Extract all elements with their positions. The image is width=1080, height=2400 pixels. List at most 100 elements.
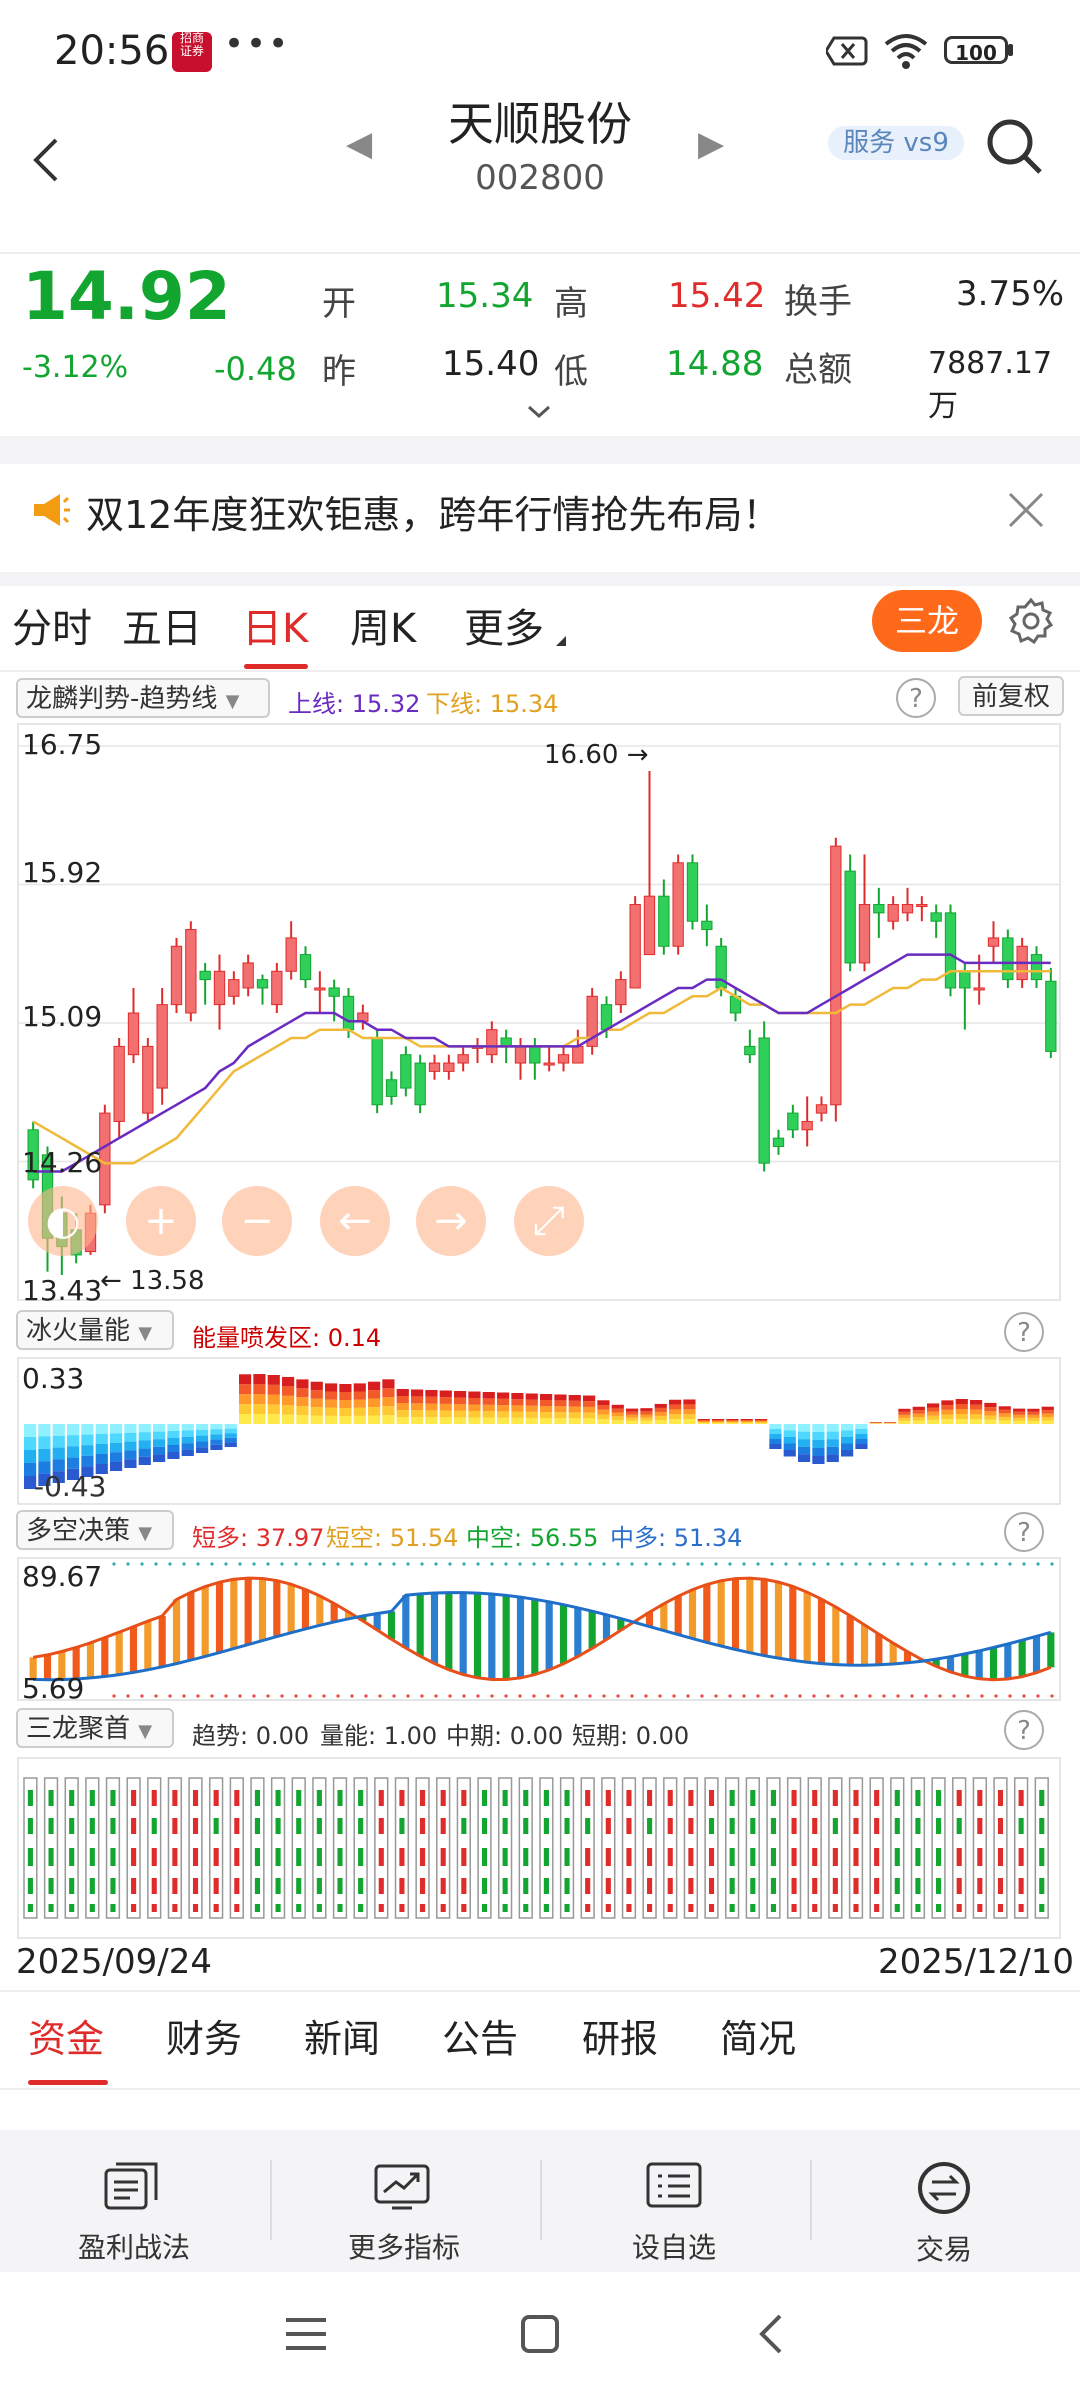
energy-bar — [497, 1398, 510, 1406]
guide-dot — [476, 1694, 480, 1698]
guide-dot — [448, 1694, 452, 1698]
help-icon[interactable]: ? — [896, 678, 936, 718]
service-badge[interactable]: 服务 vs9 — [828, 126, 964, 160]
back-nav-icon[interactable] — [756, 2312, 786, 2360]
indicators-icon[interactable] — [374, 2162, 430, 2214]
guide-dot — [504, 1562, 508, 1566]
signal-block — [440, 1818, 446, 1834]
energy-bar — [124, 1424, 137, 1433]
indicator3-select[interactable]: 三龙聚首 ▼ — [16, 1708, 174, 1748]
prev-stock-icon[interactable]: ◀ — [346, 124, 373, 164]
signal-block — [750, 1818, 756, 1834]
help-icon[interactable]: ? — [1004, 1312, 1044, 1352]
home-icon[interactable] — [520, 2314, 560, 2358]
tab-news[interactable]: 新闻 — [304, 2017, 381, 2061]
help-icon[interactable]: ? — [1004, 1512, 1044, 1552]
candle-body — [1002, 937, 1014, 981]
adjust-button[interactable]: 前复权 — [958, 676, 1064, 716]
signal-block — [956, 1878, 962, 1894]
energy-bar — [798, 1454, 811, 1462]
signal-block — [419, 1818, 426, 1834]
next-stock-icon[interactable]: ▶ — [698, 124, 725, 164]
close-icon[interactable] — [1004, 488, 1048, 536]
signal-block — [213, 1878, 219, 1894]
energy-bar — [110, 1442, 123, 1453]
ind2-short-long: 短多: 37.97 — [192, 1524, 325, 1552]
signal-block — [791, 1878, 797, 1894]
energy-bar — [439, 1390, 452, 1398]
status-time: 20:56 — [54, 28, 170, 74]
signal-block — [626, 1878, 632, 1894]
signal-block — [688, 1790, 694, 1806]
signal-block — [956, 1904, 962, 1912]
candle-body — [959, 970, 971, 989]
tab-finance[interactable]: 财务 — [166, 2017, 243, 2061]
scroll-right-button[interactable]: → — [416, 1186, 486, 1256]
search-icon[interactable] — [982, 114, 1046, 182]
signal-block — [543, 1818, 549, 1834]
tab-intraday[interactable]: 分时 — [12, 606, 92, 652]
footer-strategy-label[interactable]: 盈利战法 — [77, 2231, 190, 2264]
candle-body — [629, 904, 641, 989]
energy-bar — [654, 1407, 667, 1412]
watchlist-icon[interactable] — [646, 2162, 702, 2214]
expand-chevron-icon[interactable] — [526, 404, 552, 424]
tab-profile[interactable]: 简况 — [720, 2017, 797, 2061]
zoom-out-button[interactable]: − — [222, 1186, 292, 1256]
sanlong-signal-grid — [17, 1757, 1061, 1939]
candle-body — [428, 1062, 441, 1072]
energy-bar — [239, 1404, 252, 1415]
scroll-left-button[interactable]: ← — [320, 1186, 390, 1256]
main-indicator-select[interactable]: 龙麟判势-趋势线 ▼ — [16, 678, 270, 718]
energy-bar — [95, 1424, 108, 1434]
indicator1-select[interactable]: 冰火量能 ▼ — [16, 1310, 174, 1350]
tab-research[interactable]: 研报 — [582, 2017, 659, 2061]
guide-dot — [602, 1562, 606, 1566]
signal-block — [48, 1904, 54, 1912]
sanlong-button[interactable]: 三龙 — [872, 590, 982, 652]
footer-trade-label[interactable]: 交易 — [915, 2233, 972, 2266]
energy-bar — [310, 1398, 323, 1408]
footer-divider — [270, 2160, 272, 2240]
energy-bar — [841, 1450, 854, 1457]
energy-bar — [153, 1446, 166, 1455]
signal-block — [832, 1818, 838, 1834]
reset-chart-button[interactable]: ◐ — [28, 1186, 98, 1256]
tab-daily-k[interactable]: 日K — [242, 606, 309, 652]
guide-dot — [462, 1562, 466, 1566]
strategy-icon[interactable] — [104, 2162, 160, 2214]
footer-indicators-label[interactable]: 更多指标 — [347, 2231, 460, 2264]
energy-bar — [253, 1414, 266, 1424]
gear-icon[interactable] — [1006, 596, 1056, 650]
signal-block — [27, 1818, 33, 1834]
signal-column — [601, 1777, 616, 1919]
energy-bar — [583, 1401, 596, 1407]
energy-bar — [740, 1421, 753, 1422]
footer-watchlist-label[interactable]: 设自选 — [631, 2231, 716, 2264]
signal-column — [456, 1777, 471, 1919]
energy-bar — [396, 1403, 409, 1410]
promo-banner[interactable]: 双12年度狂欢钜惠，跨年行情抢先布局！ — [0, 464, 1080, 572]
signal-block — [316, 1790, 322, 1806]
signal-column — [64, 1777, 79, 1919]
energy-bar — [425, 1417, 438, 1424]
menu-icon[interactable] — [284, 2314, 328, 2358]
signal-column — [952, 1777, 967, 1919]
guide-dot — [140, 1562, 144, 1566]
signal-block — [337, 1904, 343, 1912]
help-icon[interactable]: ? — [1004, 1710, 1044, 1750]
guide-dot — [224, 1562, 228, 1566]
fullscreen-button[interactable]: ⤢ — [514, 1186, 584, 1256]
zoom-in-button[interactable]: + — [126, 1186, 196, 1256]
trade-icon[interactable] — [916, 2160, 972, 2220]
guide-dot — [882, 1562, 886, 1566]
back-button[interactable] — [26, 130, 66, 194]
tab-weekly-k[interactable]: 周K — [350, 606, 417, 652]
tab-announcements[interactable]: 公告 — [442, 2017, 519, 2061]
tab-more[interactable]: 更多 — [464, 606, 544, 652]
tab-five-day[interactable]: 五日 — [122, 606, 202, 652]
tab-funds[interactable]: 资金 — [28, 2017, 105, 2061]
signal-block — [358, 1818, 364, 1834]
indicator2-select[interactable]: 多空决策 ▼ — [16, 1510, 174, 1550]
energy-bar — [712, 1422, 725, 1423]
